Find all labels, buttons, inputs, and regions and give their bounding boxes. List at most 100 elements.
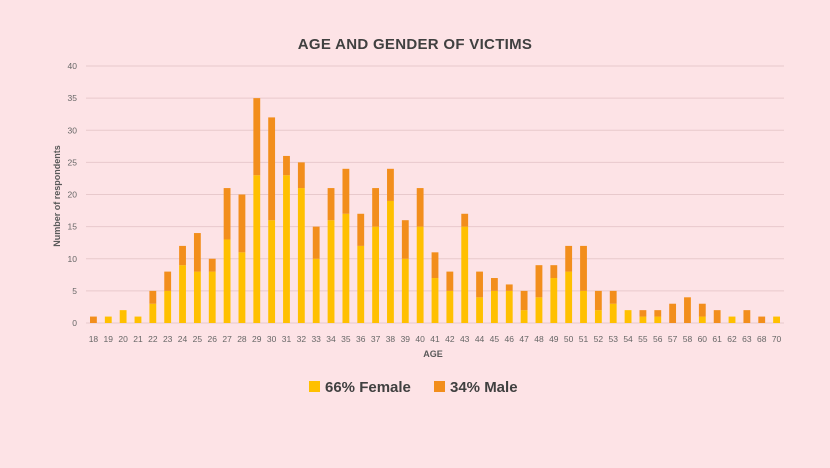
bar-male-age-30	[268, 117, 276, 221]
x-tick-label: 23	[163, 334, 173, 344]
chart-title: AGE AND GENDER OF VICTIMS	[298, 36, 532, 53]
bar-female-age-42	[446, 290, 454, 323]
x-axis-ticks: 18 19 20 21 22 23 24 25 26 27 28 29 30 31 32 33 34 35 36 37…	[89, 334, 782, 344]
bar-female-age-41	[431, 278, 439, 323]
bar-male-age-51	[580, 245, 587, 291]
x-tick-label: 29	[252, 334, 262, 344]
x-tick-label: 63	[742, 334, 752, 344]
legend-swatch-female	[309, 381, 320, 392]
bar-male-age-36	[357, 213, 365, 246]
bar-male-age-48	[535, 265, 543, 298]
x-tick-label: 62	[727, 334, 737, 344]
bar-female-age-52	[594, 310, 602, 323]
bar-male-age-56	[654, 310, 662, 317]
bar-male-age-43	[461, 213, 469, 227]
bar-female-age-26	[208, 271, 216, 323]
bar-female-age-40	[416, 226, 424, 323]
y-axis-ticks: 0 5 10 15 20 25 30 35 40	[68, 61, 78, 328]
x-tick-label: 54	[623, 334, 633, 344]
x-tick-label: 41	[430, 334, 440, 344]
bar-female-age-60	[698, 316, 706, 323]
x-tick-label: 43	[460, 334, 470, 344]
x-tick-label: 46	[505, 334, 515, 344]
bar-female-age-29	[253, 175, 261, 323]
x-tick-label: 47	[519, 334, 529, 344]
x-tick-label: 38	[386, 334, 396, 344]
legend-swatch-male	[434, 381, 445, 392]
bar-female-age-24	[179, 265, 186, 323]
x-tick-label: 45	[490, 334, 500, 344]
x-tick-label: 52	[594, 334, 604, 344]
bar-male-age-29	[253, 98, 261, 176]
x-tick-label: 39	[401, 334, 411, 344]
x-tick-label: 37	[371, 334, 381, 344]
bar-male-age-49	[550, 265, 558, 279]
x-tick-label: 51	[579, 334, 589, 344]
legend-label-male: 34% Male	[450, 379, 518, 396]
x-tick-label: 21	[133, 334, 143, 344]
x-tick-label: 53	[608, 334, 618, 344]
x-tick-label: 68	[757, 334, 767, 344]
bar-male-age-23	[164, 271, 172, 291]
bar-female-age-23	[164, 290, 172, 323]
x-tick-label: 20	[118, 334, 128, 344]
bar-female-age-32	[297, 188, 305, 323]
bar-female-age-34	[327, 220, 335, 323]
bar-female-age-45	[490, 290, 498, 323]
bar-female-age-33	[312, 258, 320, 323]
bar-female-age-47	[520, 310, 528, 323]
bar-male-age-25	[193, 233, 201, 272]
x-tick-label: 24	[178, 334, 188, 344]
bar-male-age-37	[372, 188, 380, 227]
bar-male-age-42	[446, 271, 454, 291]
bar-male-age-63	[743, 310, 751, 323]
bar-male-age-46	[505, 284, 513, 291]
bar-male-age-26	[208, 258, 216, 272]
x-tick-label: 44	[475, 334, 485, 344]
x-tick-label: 50	[564, 334, 574, 344]
bar-female-age-28	[238, 252, 246, 323]
x-tick-label: 58	[683, 334, 693, 344]
y-tick-label: 35	[68, 93, 78, 103]
y-tick-label: 25	[68, 157, 78, 167]
y-axis-label: Number of respondents	[52, 145, 62, 247]
bar-male-age-60	[698, 303, 706, 317]
bar-female-age-51	[580, 290, 587, 323]
bar-female-age-44	[476, 297, 483, 323]
bar-female-age-53	[609, 303, 617, 323]
bar-male-age-41	[431, 252, 439, 279]
bar-female-age-48	[535, 297, 543, 323]
y-tick-label: 0	[72, 318, 77, 328]
bar-female-age-20	[119, 310, 127, 323]
y-tick-label: 20	[68, 190, 78, 200]
y-tick-label: 30	[68, 125, 78, 135]
bar-female-age-39	[401, 258, 409, 323]
bar-female-age-49	[550, 278, 558, 323]
bar-male-age-38	[387, 168, 394, 201]
bar-male-age-40	[416, 188, 424, 227]
bar-male-age-58	[684, 297, 691, 323]
bar-male-age-45	[490, 278, 498, 291]
x-tick-label: 56	[653, 334, 663, 344]
y-tick-label: 15	[68, 222, 78, 232]
x-tick-label: 34	[326, 334, 336, 344]
bar-female-age-21	[134, 316, 142, 323]
bar-male-age-33	[312, 226, 320, 259]
x-tick-label: 22	[148, 334, 158, 344]
legend: 66% Female 34% Male	[309, 379, 518, 396]
bar-female-age-46	[505, 290, 513, 323]
x-tick-label: 26	[207, 334, 217, 344]
bar-female-age-54	[624, 310, 632, 323]
bar-female-age-55	[639, 316, 647, 323]
bar-male-age-28	[238, 194, 246, 253]
bar-male-age-68	[758, 316, 766, 323]
bar-male-age-61	[713, 310, 721, 323]
x-tick-label: 33	[311, 334, 321, 344]
bar-male-age-18	[90, 316, 97, 323]
gridlines	[86, 65, 784, 324]
bar-female-age-37	[372, 226, 380, 323]
bar-female-age-43	[461, 226, 469, 323]
bar-male-age-53	[609, 290, 617, 304]
bar-male-age-35	[342, 168, 350, 214]
x-tick-label: 32	[297, 334, 307, 344]
